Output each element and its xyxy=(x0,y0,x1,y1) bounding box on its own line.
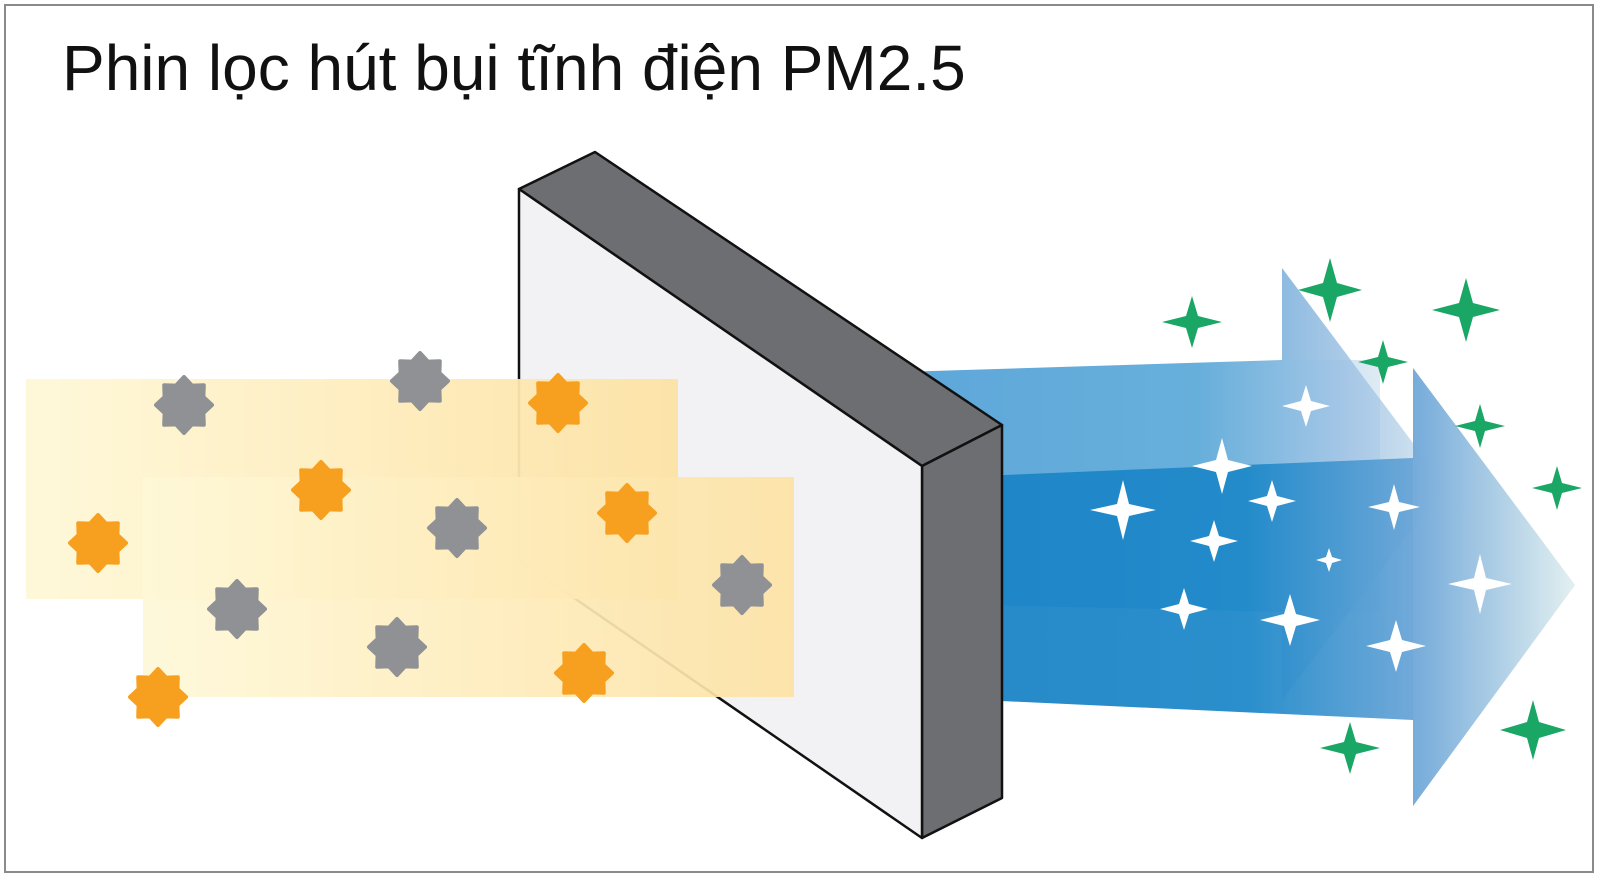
dust-particles xyxy=(68,351,772,727)
dust-particle-icon xyxy=(68,513,128,573)
dust-particle-icon xyxy=(554,643,614,703)
sparkle-icon xyxy=(1455,404,1505,448)
sparkle-icon xyxy=(1298,258,1362,322)
dust-particle-icon xyxy=(597,483,657,543)
page-title: Phin lọc hút bụi tĩnh điện PM2.5 xyxy=(62,32,966,104)
sparkle-icon xyxy=(1448,554,1512,614)
sparkle-icon xyxy=(1162,296,1222,348)
dust-particle-icon xyxy=(712,555,772,615)
dust-particle-icon xyxy=(128,667,188,727)
sparkle-icon xyxy=(1192,438,1252,494)
sparkle-icon xyxy=(1500,700,1566,760)
dust-particle-icon xyxy=(291,460,351,520)
sparkle-icon xyxy=(1368,484,1420,530)
sparkle-icon xyxy=(1160,588,1208,630)
sparkle-icon xyxy=(1366,620,1426,672)
sparkle-icon xyxy=(1316,548,1342,572)
sparkle-icon xyxy=(1090,480,1156,540)
dust-particle-icon xyxy=(427,498,487,558)
sparkle-icon xyxy=(1248,480,1296,522)
filter-side-edge xyxy=(920,423,1004,840)
dust-particle-icon xyxy=(154,375,214,435)
green-sparkles xyxy=(1162,258,1582,774)
dust-particle-icon xyxy=(207,579,267,639)
sparkle-icon xyxy=(1532,466,1582,510)
dust-particle-icon xyxy=(367,617,427,677)
sparkle-icon xyxy=(1320,722,1380,774)
dust-particle-icon xyxy=(390,351,450,411)
sparkle-icon xyxy=(1282,385,1330,427)
dust-particle-icon xyxy=(528,373,588,433)
white-sparkles xyxy=(1090,385,1512,672)
sparkle-icon xyxy=(1260,594,1320,646)
sparkle-icon xyxy=(1358,340,1408,384)
sparkle-icon xyxy=(1432,278,1500,342)
sparkle-icon xyxy=(1190,520,1238,562)
